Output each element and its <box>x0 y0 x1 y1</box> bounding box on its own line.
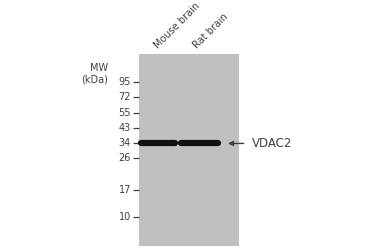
Text: 26: 26 <box>119 153 131 163</box>
Text: VDAC2: VDAC2 <box>252 137 293 150</box>
Text: 55: 55 <box>119 108 131 118</box>
FancyBboxPatch shape <box>139 54 239 246</box>
Text: 95: 95 <box>119 77 131 87</box>
Text: Rat brain: Rat brain <box>191 12 230 51</box>
Text: Mouse brain: Mouse brain <box>153 1 202 50</box>
Text: 17: 17 <box>119 185 131 195</box>
Text: MW
(kDa): MW (kDa) <box>81 63 108 85</box>
Text: 72: 72 <box>119 92 131 102</box>
Text: 43: 43 <box>119 123 131 133</box>
Text: 34: 34 <box>119 138 131 148</box>
Text: 10: 10 <box>119 212 131 222</box>
